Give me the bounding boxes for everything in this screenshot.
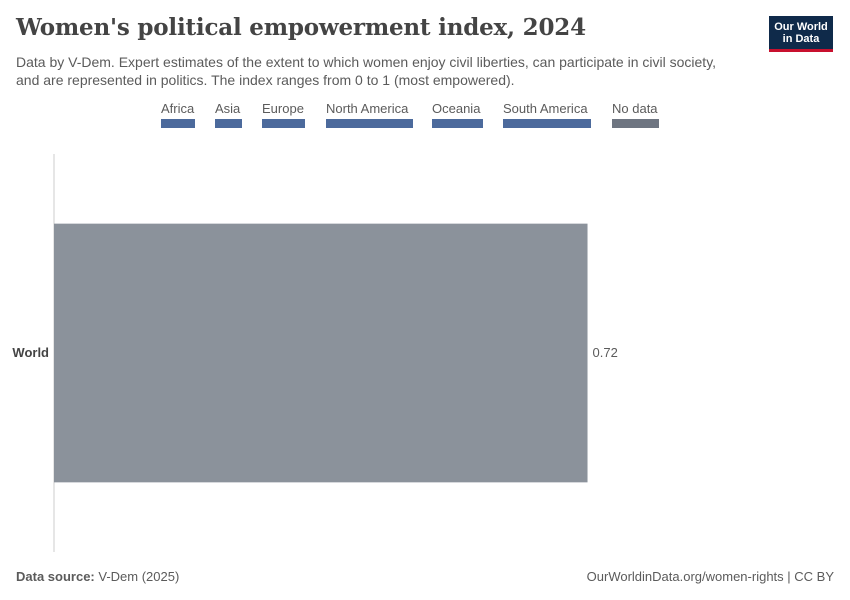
legend-item-oceania[interactable]: Oceania (432, 101, 483, 128)
legend: Africa Asia Europe North America Oceania… (0, 101, 850, 131)
value-label: 0.72 (593, 345, 618, 360)
legend-label: Europe (262, 101, 304, 116)
legend-label: Asia (215, 101, 241, 116)
legend-swatch (161, 119, 195, 128)
owid-logo[interactable]: Our World in Data (769, 16, 833, 52)
legend-item-no-data[interactable]: No data (612, 101, 659, 128)
legend-swatch (612, 119, 659, 128)
data-source-label: Data source: (16, 569, 95, 584)
legend-label: Oceania (432, 101, 481, 116)
legend-swatch (503, 119, 591, 128)
logo-line-2: in Data (782, 33, 820, 45)
legend-item-north-america[interactable]: North America (326, 101, 413, 128)
legend-label: Africa (161, 101, 195, 116)
source-url[interactable]: OurWorldinData.org/women-rights | CC BY (586, 569, 834, 584)
legend-label: South America (503, 101, 588, 116)
chart-subtitle: Data by V-Dem. Expert estimates of the e… (16, 54, 717, 88)
legend-swatch (262, 119, 305, 128)
legend-item-europe[interactable]: Europe (262, 101, 305, 128)
bar-chart: World 0.72 (12, 154, 618, 552)
data-source: Data source: V-Dem (2025) (16, 569, 179, 584)
logo-line-1: Our World (774, 21, 828, 33)
legend-label: No data (612, 101, 658, 116)
legend-item-south-america[interactable]: South America (503, 101, 591, 128)
legend-label: North America (326, 101, 409, 116)
category-label: World (12, 345, 49, 360)
legend-swatch (432, 119, 483, 128)
chart-title: Women's political empowerment index, 202… (16, 14, 586, 41)
bar-world[interactable] (54, 223, 588, 483)
legend-item-africa[interactable]: Africa (161, 101, 195, 128)
legend-swatch (215, 119, 242, 128)
data-source-value[interactable]: V-Dem (2025) (98, 569, 180, 584)
legend-item-asia[interactable]: Asia (215, 101, 242, 128)
legend-swatch (326, 119, 413, 128)
